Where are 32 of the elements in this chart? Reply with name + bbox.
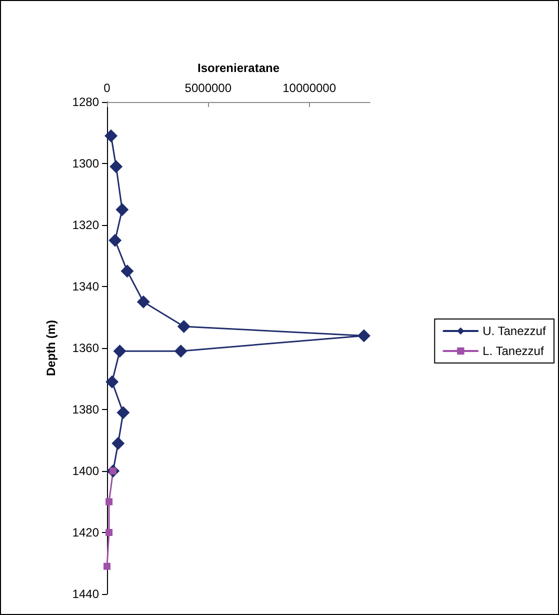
x-tick-label: 10000000 <box>282 81 336 95</box>
y-tick-label: 1340 <box>72 280 100 294</box>
y-tick-label: 1320 <box>72 218 100 232</box>
point <box>357 329 370 342</box>
y-tick-label: 1300 <box>72 156 100 170</box>
point <box>106 498 113 506</box>
point <box>116 203 129 216</box>
point <box>110 160 123 174</box>
point <box>104 562 110 570</box>
y-tick-label: 1400 <box>72 464 100 478</box>
point <box>106 529 113 536</box>
y-tick-label: 1360 <box>72 341 100 355</box>
point <box>113 344 126 358</box>
y-axis-title: Depth (m) <box>44 320 58 376</box>
y-tick-label: 1420 <box>72 526 100 540</box>
point <box>136 295 150 308</box>
point <box>106 375 119 388</box>
point <box>108 234 122 247</box>
y-tick-label: 1440 <box>72 587 100 601</box>
point <box>112 436 125 450</box>
point <box>174 344 188 358</box>
x-tick-label: 0 <box>104 81 111 95</box>
y-tick-label: 1280 <box>72 95 100 109</box>
point <box>120 264 134 278</box>
x-tick-label: 5000000 <box>184 81 232 95</box>
point <box>116 406 130 420</box>
point <box>104 129 118 142</box>
x-axis-title: Isorenieratane <box>197 61 280 75</box>
point <box>177 320 190 333</box>
legend-label: U. Tanezzuf <box>482 324 546 338</box>
y-tick-label: 1380 <box>72 402 100 416</box>
legend-label: L. Tanezzuf <box>482 344 544 358</box>
